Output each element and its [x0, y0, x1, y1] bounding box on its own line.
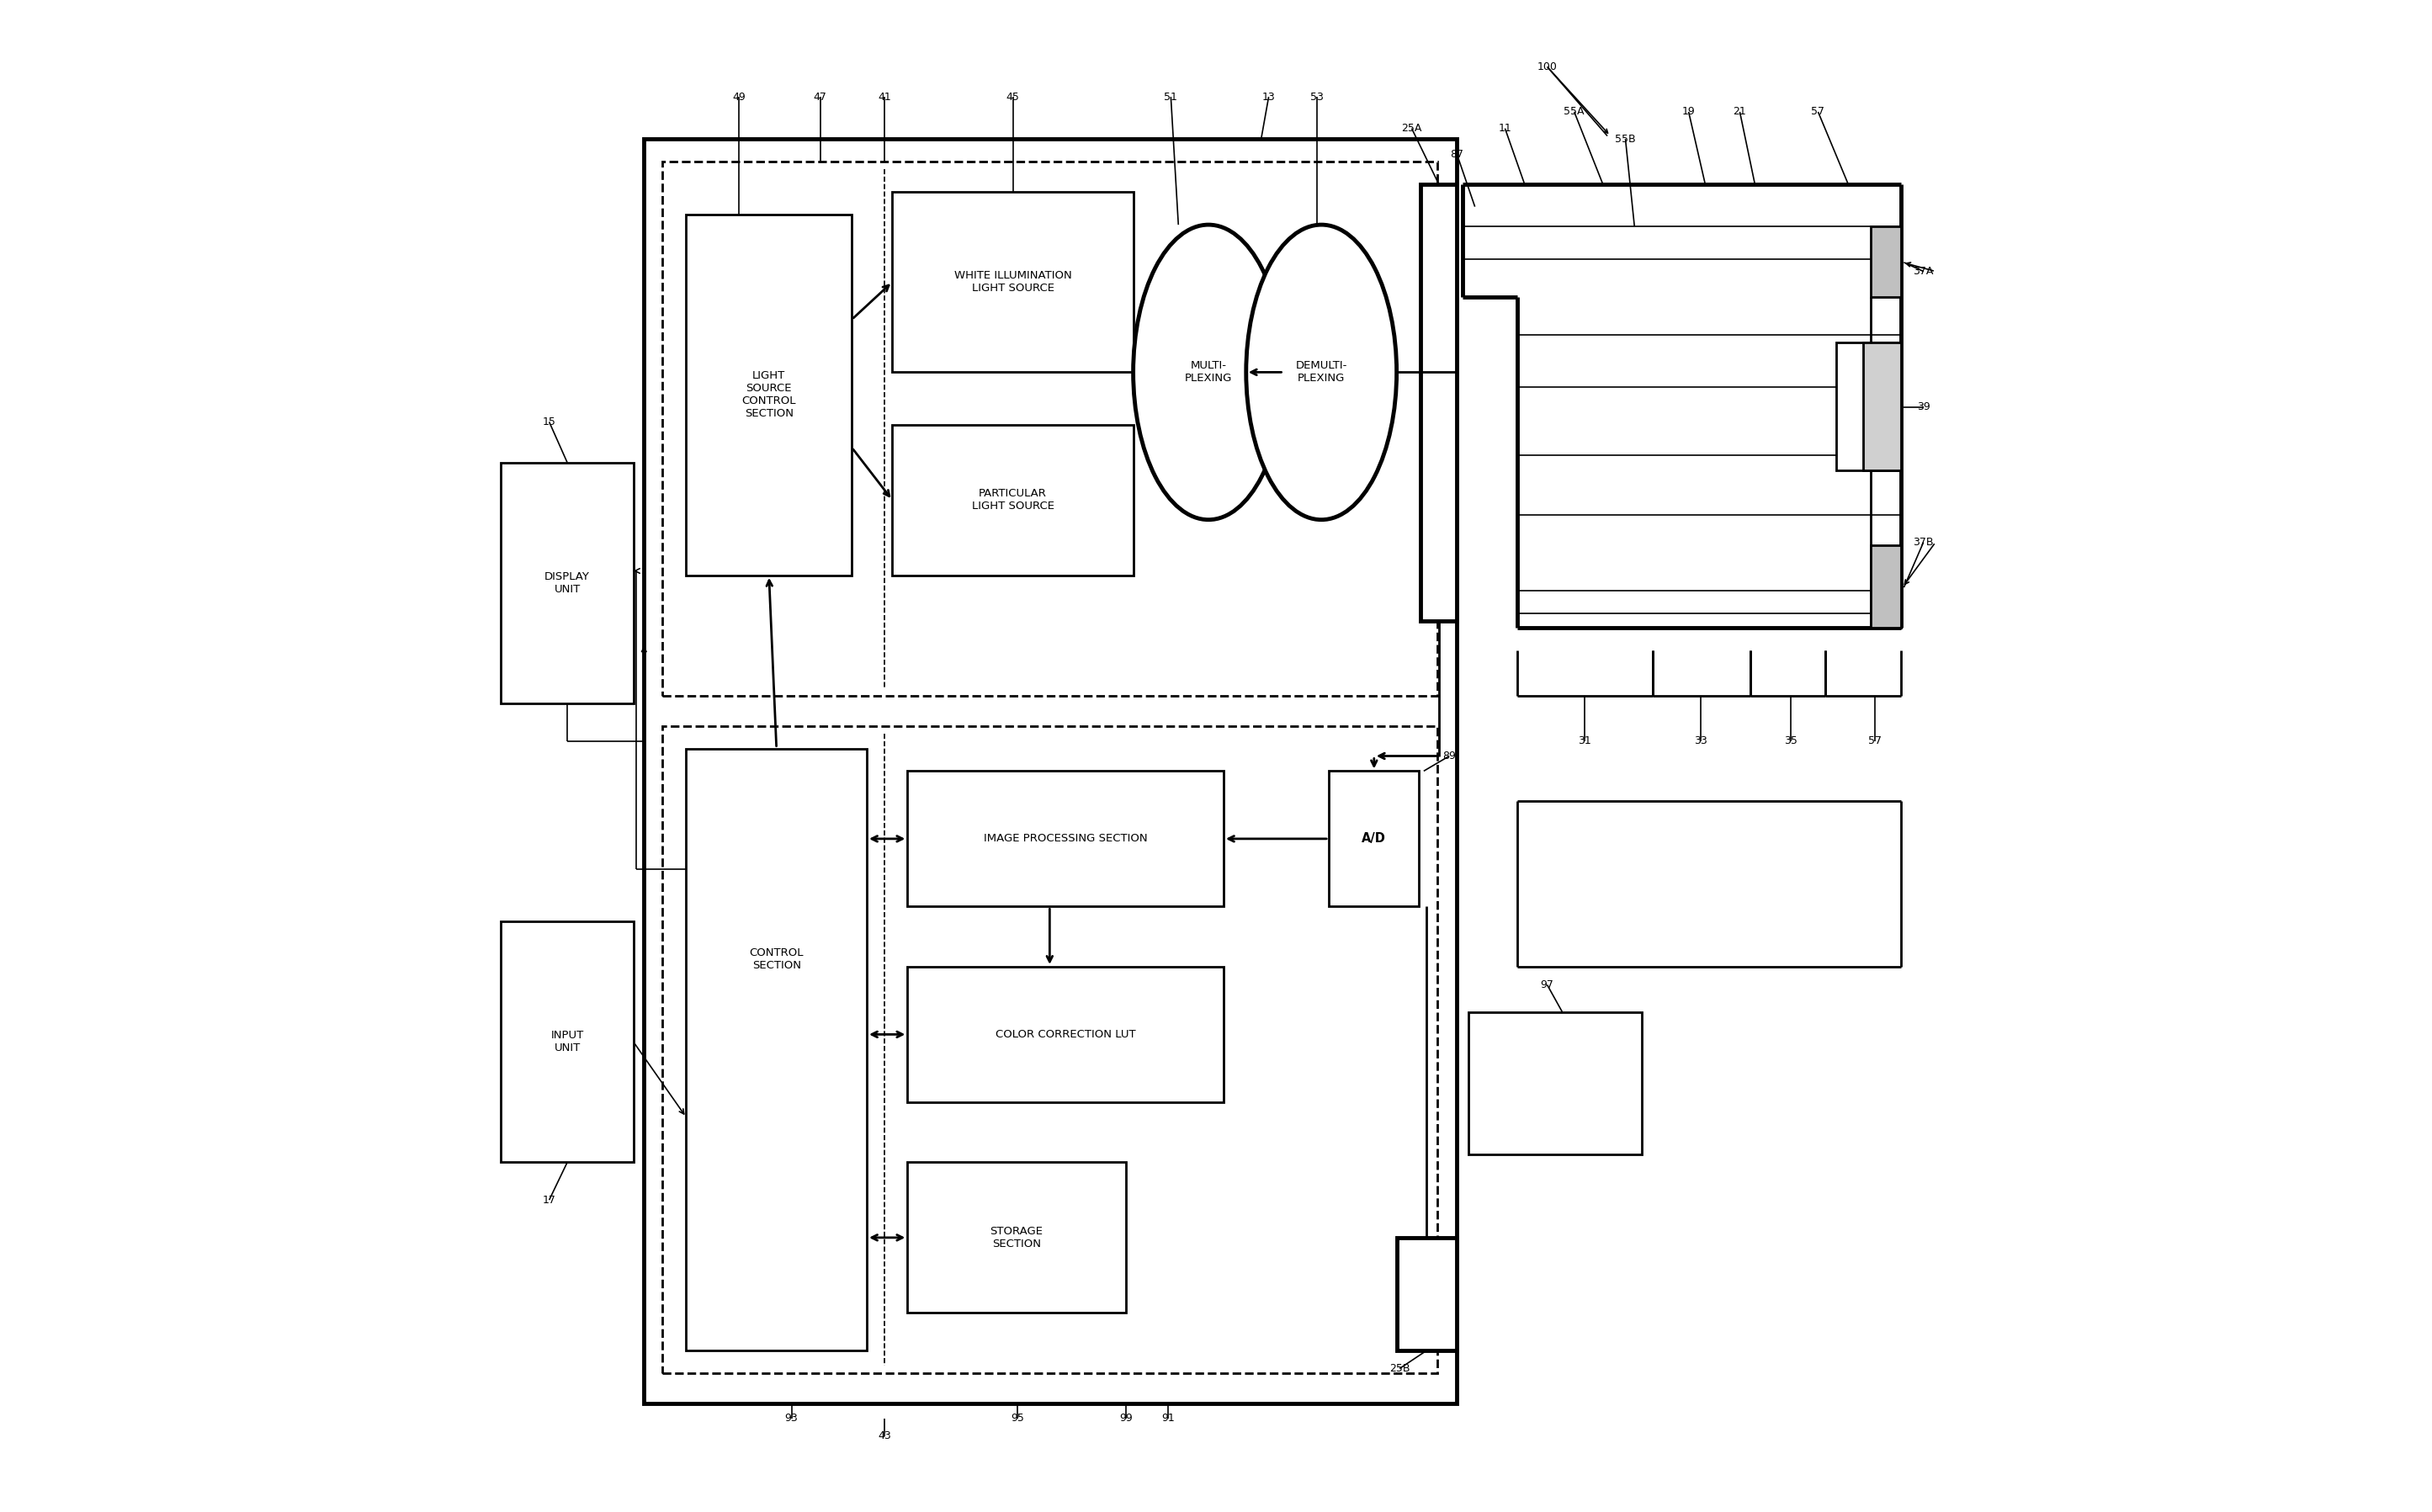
Bar	[686, 748, 866, 1350]
Text: CONTROL
SECTION: CONTROL SECTION	[749, 948, 803, 971]
Bar	[1870, 546, 1902, 627]
Text: 51: 51	[1165, 91, 1177, 103]
Text: 95: 95	[1012, 1412, 1024, 1424]
Bar	[1836, 342, 1902, 470]
Text: 99: 99	[1119, 1412, 1133, 1424]
Text: 47: 47	[812, 91, 827, 103]
Text: MULTI-
PLEXING: MULTI- PLEXING	[1184, 360, 1233, 384]
Bar	[662, 162, 1437, 696]
Bar	[1396, 1238, 1457, 1350]
Text: 17: 17	[542, 1194, 557, 1205]
Text: DEMULTI-
PLEXING: DEMULTI- PLEXING	[1296, 360, 1347, 384]
Text: 37A: 37A	[1914, 266, 1933, 277]
Text: 57: 57	[1868, 735, 1882, 747]
Bar	[501, 921, 632, 1163]
Text: 15: 15	[542, 416, 557, 428]
Bar	[644, 139, 1457, 1403]
Bar	[907, 1163, 1126, 1312]
Bar	[686, 215, 851, 576]
Text: 45: 45	[1007, 91, 1019, 103]
Text: 39: 39	[1916, 401, 1931, 413]
Text: 11: 11	[1498, 122, 1513, 135]
Text: 35: 35	[1785, 735, 1797, 747]
Text: 37B: 37B	[1914, 537, 1933, 547]
Bar	[1863, 342, 1902, 470]
Bar	[1420, 184, 1457, 620]
Text: 55B: 55B	[1615, 133, 1637, 145]
Bar	[1328, 771, 1420, 907]
Text: 87: 87	[1449, 148, 1464, 159]
Bar	[893, 192, 1133, 372]
Bar	[1870, 227, 1902, 296]
Text: 97: 97	[1539, 980, 1554, 990]
Text: 21: 21	[1734, 106, 1746, 118]
Text: INPUT
UNIT: INPUT UNIT	[550, 1030, 584, 1054]
Text: 19: 19	[1683, 106, 1695, 118]
Text: 41: 41	[878, 91, 893, 103]
Text: 93: 93	[786, 1412, 798, 1424]
Ellipse shape	[1133, 225, 1284, 520]
Text: PARTICULAR
LIGHT SOURCE: PARTICULAR LIGHT SOURCE	[970, 488, 1053, 513]
Text: A/D: A/D	[1362, 833, 1386, 845]
Text: 25B: 25B	[1389, 1362, 1411, 1374]
Text: 89: 89	[1442, 750, 1457, 762]
Text: 49: 49	[732, 91, 747, 103]
Text: 25A: 25A	[1401, 122, 1423, 135]
Text: COLOR CORRECTION LUT: COLOR CORRECTION LUT	[995, 1030, 1136, 1040]
Text: 31: 31	[1578, 735, 1591, 747]
Text: 55A: 55A	[1564, 106, 1586, 118]
Text: IMAGE PROCESSING SECTION: IMAGE PROCESSING SECTION	[983, 833, 1148, 844]
Text: STORAGE
SECTION: STORAGE SECTION	[990, 1226, 1043, 1249]
Text: WHITE ILLUMINATION
LIGHT SOURCE: WHITE ILLUMINATION LIGHT SOURCE	[953, 271, 1073, 293]
Text: 33: 33	[1695, 735, 1707, 747]
Text: 43: 43	[878, 1430, 893, 1442]
Text: 13: 13	[1262, 91, 1274, 103]
Bar	[893, 425, 1133, 576]
Text: 53: 53	[1311, 91, 1323, 103]
Bar	[1469, 1012, 1642, 1155]
Text: 100: 100	[1537, 62, 1556, 73]
Text: DISPLAY
UNIT: DISPLAY UNIT	[545, 572, 591, 594]
Bar	[662, 726, 1437, 1373]
Bar	[907, 966, 1223, 1102]
Bar	[907, 771, 1223, 907]
Bar	[501, 463, 632, 703]
Text: 91: 91	[1160, 1412, 1175, 1424]
Ellipse shape	[1245, 225, 1396, 520]
Text: 57: 57	[1812, 106, 1824, 118]
Text: LIGHT
SOURCE
CONTROL
SECTION: LIGHT SOURCE CONTROL SECTION	[742, 370, 795, 419]
